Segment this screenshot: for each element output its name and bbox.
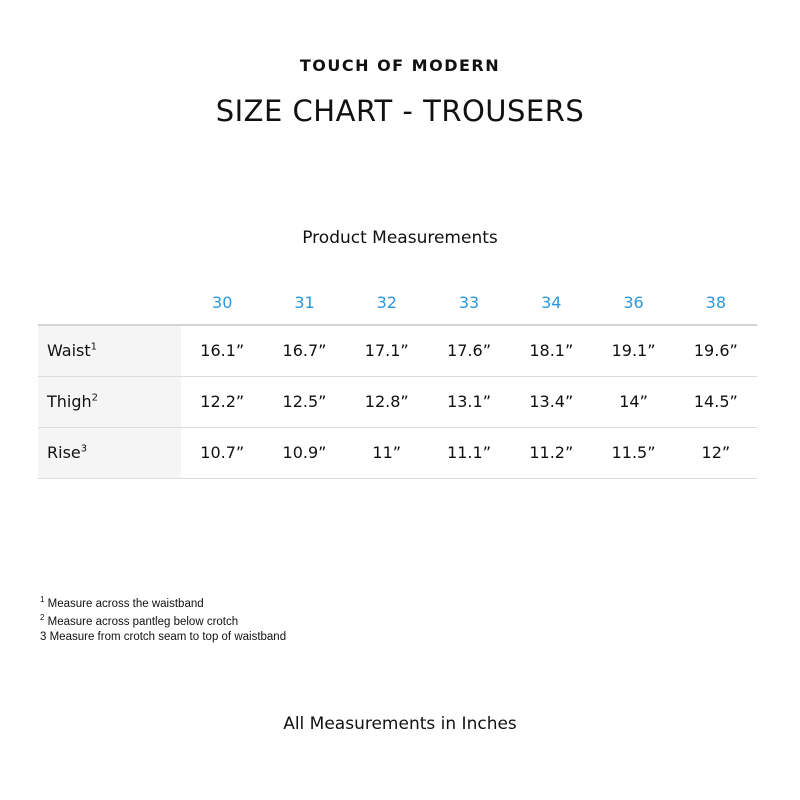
page-title: SIZE CHART - TROUSERS [215, 94, 585, 128]
measurement-cell: 12.5” [263, 376, 346, 428]
measurement-cell: 12” [674, 427, 757, 479]
row-label-text: Rise [47, 443, 81, 462]
footnote-text: Measure across pantleg below crotch [47, 616, 239, 629]
row-label: Rise3 [38, 427, 182, 479]
measurement-cell: 10.7” [181, 427, 264, 479]
measurement-cell: 14.5” [674, 376, 757, 428]
size-header: 34 [541, 292, 562, 312]
measurement-cell: 17.1” [345, 324, 428, 377]
table-row: Waist1 16.1” 16.7” 17.1” 17.6” 18.1” 19.1” 19.6… [38, 324, 757, 377]
measurement-cell: 11.2” [510, 427, 593, 479]
footnote-mark: 1 [40, 595, 45, 604]
measurement-cell: 19.6” [674, 324, 757, 377]
table-row: Thigh2 12.2” 12.5” 12.8” 13.1” 13.4” 14” 14.5” [38, 376, 757, 428]
measurement-cell: 12.2” [181, 376, 264, 428]
size-header: 31 [294, 292, 315, 312]
measurement-cell: 16.1” [181, 324, 264, 377]
header-blank [38, 280, 181, 325]
measurement-cell: 16.7” [263, 324, 346, 377]
measurement-cell: 12.8” [345, 376, 428, 428]
size-header-row: 30 31 32 33 34 36 38 [38, 280, 757, 325]
size-chart-table: 30 31 32 33 34 36 38 Waist1 16.1” 16.7” 17.… [38, 280, 757, 479]
measurement-cell: 17.6” [427, 324, 511, 377]
size-header: 30 [212, 292, 233, 312]
measurement-cell: 13.1” [427, 376, 511, 428]
measurement-cell: 19.1” [592, 324, 675, 377]
footnote: 2 Measure across pantleg below crotch [40, 611, 286, 629]
row-label: Thigh2 [38, 376, 182, 428]
footnote-mark: 2 [40, 613, 45, 623]
footnote: 1 Measure across the waistband [40, 593, 286, 611]
brand-logo: TOUCH OF MODERN [299, 56, 501, 75]
measurement-cell: 18.1” [510, 324, 593, 377]
measurement-cell: 14” [592, 376, 675, 428]
measurement-cell: 11.1” [427, 427, 511, 479]
footnote-mark: 3 [40, 630, 47, 643]
footnote-text: Measure from crotch seam to top of waist… [46, 630, 287, 643]
size-header: 33 [458, 292, 480, 312]
row-label: Waist1 [38, 324, 182, 377]
footnote-ref: 3 [80, 443, 88, 455]
footnote-ref: 1 [90, 341, 98, 353]
footnote-text: Measure across the waistband [47, 597, 204, 610]
measurement-cell: 11.5” [592, 427, 675, 479]
size-header: 32 [376, 292, 397, 312]
row-label-text: Waist [47, 341, 91, 361]
size-header: 36 [623, 292, 644, 312]
measurement-cell: 11” [345, 427, 428, 479]
footnote: 3 Measure from crotch seam to top of wai… [40, 630, 286, 645]
size-header: 38 [705, 292, 727, 312]
footnotes: 1 Measure across the waistband 2 Measure… [40, 593, 286, 644]
row-label-text: Thigh [47, 392, 92, 411]
section-subtitle: Product Measurements [302, 228, 498, 248]
table-row: Rise3 10.7” 10.9” 11” 11.1” 11.2” 11.5” 12” [38, 427, 757, 479]
measurement-cell: 13.4” [510, 376, 593, 428]
footnote-ref: 2 [91, 392, 99, 404]
measurement-cell: 10.9” [263, 427, 346, 479]
footer-note: All Measurements in Inches [283, 714, 517, 734]
